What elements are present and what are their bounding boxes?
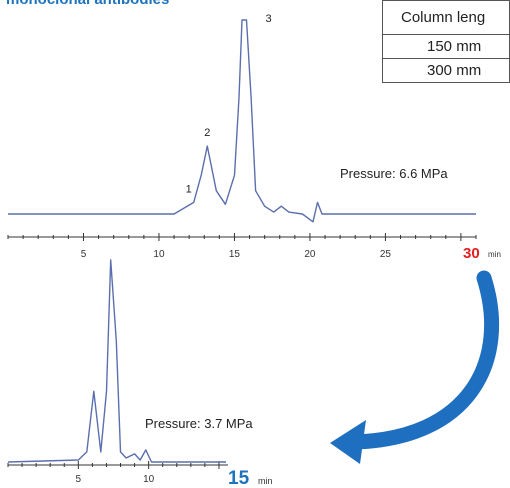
x-tick-label: 15 bbox=[229, 249, 241, 260]
x-tick-label: 25 bbox=[380, 249, 392, 260]
peak-label: 2 bbox=[204, 127, 210, 139]
x-tick-label: 10 bbox=[153, 249, 165, 260]
pressure-annotation: Pressure: 6.6 MPa bbox=[340, 166, 448, 181]
table-cell: 300 mm bbox=[382, 58, 510, 83]
arrow-head-icon bbox=[330, 420, 366, 464]
chromatogram-15min: 5 10 15 min Pressure: 3.7 MPa bbox=[7, 259, 273, 488]
x-end-label: 30 bbox=[463, 245, 480, 262]
chart-title: monoclonal antibodies bbox=[6, 0, 169, 8]
peak-label: 1 bbox=[186, 183, 192, 195]
x-tick-label: 10 bbox=[143, 474, 155, 485]
x-end-unit: min bbox=[488, 250, 501, 259]
x-tick-label: 5 bbox=[81, 249, 87, 260]
curved-arrow-icon bbox=[344, 270, 499, 450]
x-end-label: 15 bbox=[228, 468, 250, 488]
x-end-unit: min bbox=[258, 476, 273, 486]
peak-label: 3 bbox=[265, 13, 271, 25]
chromatogram-trace bbox=[8, 19, 476, 223]
column-length-table: Column leng 150 mm 300 mm bbox=[382, 0, 510, 83]
table-row: 300 mm bbox=[382, 58, 510, 83]
pressure-annotation: Pressure: 3.7 MPa bbox=[145, 416, 253, 431]
chromatogram-trace bbox=[7, 259, 226, 463]
table-header-row: Column leng bbox=[382, 0, 510, 35]
x-tick-label: 20 bbox=[304, 249, 316, 260]
chromatogram-30min: 5 10 15 20 25 30 min 1 2 3 Pressure: 6.6 MPa bbox=[7, 13, 501, 262]
x-tick-label: 5 bbox=[76, 474, 82, 485]
table-header-cell: Column leng bbox=[382, 0, 510, 35]
